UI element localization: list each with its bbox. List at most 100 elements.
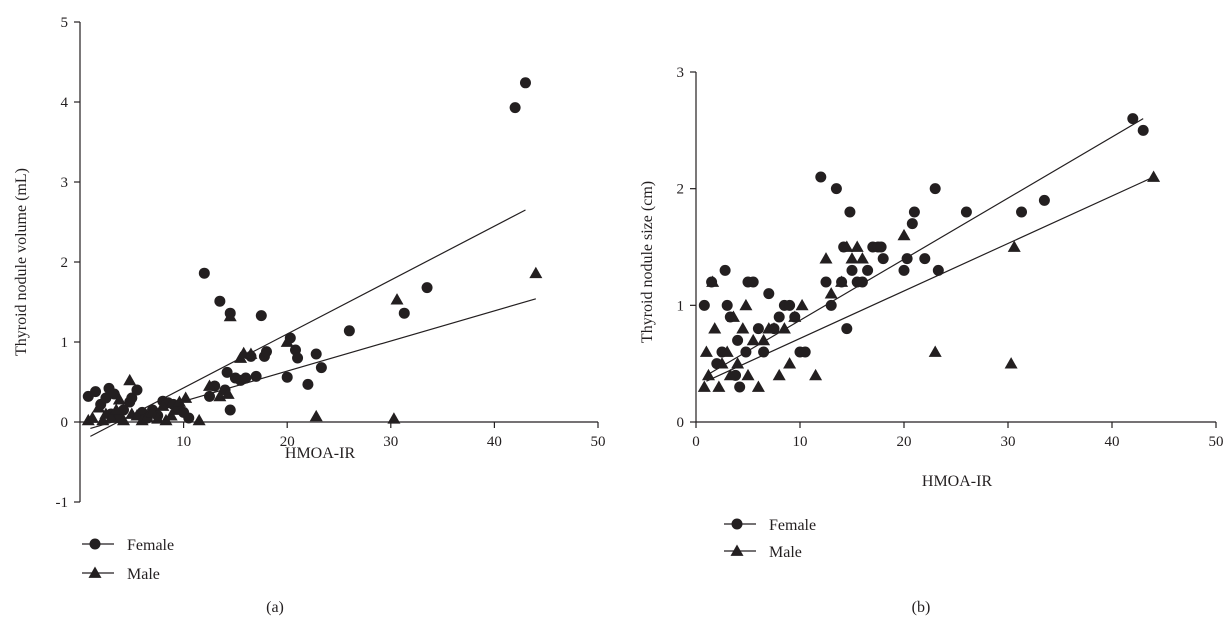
data-point-male <box>788 310 802 322</box>
data-point-female <box>877 253 889 265</box>
data-point-male <box>1004 357 1018 369</box>
data-point-male <box>777 322 791 334</box>
data-point-female <box>908 206 920 218</box>
data-point-female <box>198 267 210 279</box>
panel-a-label: (a) <box>266 599 284 616</box>
x-tick-label: 0 <box>692 434 700 450</box>
data-point-female <box>773 311 785 323</box>
data-point-male <box>726 310 740 322</box>
data-point-female <box>901 253 913 265</box>
data-point-male <box>928 345 942 357</box>
x-tick-label: 20 <box>280 434 295 450</box>
x-tick-label: 40 <box>487 434 502 450</box>
data-point-female <box>844 206 856 218</box>
data-point-male <box>699 345 713 357</box>
data-point-female <box>752 323 764 335</box>
legend-marker-female <box>89 538 101 550</box>
legend-marker-female <box>731 518 743 530</box>
panel-b-y-axis: 0 1 2 3 <box>677 65 697 431</box>
panel-a-y-axis: -1 0 1 2 3 4 5 <box>56 15 81 511</box>
panel-b-y-axis-title: Thyroid nodule size (cm) <box>639 181 656 343</box>
data-point-male <box>104 411 118 423</box>
data-point-male <box>192 413 206 426</box>
data-point-female <box>398 307 410 319</box>
data-point-female <box>281 371 293 383</box>
data-point-female <box>825 299 837 311</box>
data-point-male <box>757 333 771 346</box>
x-tick-label: 50 <box>1209 434 1224 450</box>
data-point-male <box>123 373 137 386</box>
data-point-male <box>751 380 765 392</box>
data-point-male <box>697 380 711 392</box>
x-tick-label: 30 <box>1001 434 1016 450</box>
data-point-male <box>840 240 854 252</box>
data-point-male <box>223 309 237 322</box>
legend-label-female: Female <box>127 537 174 554</box>
legend-marker-male <box>730 544 744 556</box>
data-point-male <box>715 357 729 369</box>
data-point-female <box>240 372 252 384</box>
data-point-female <box>740 346 752 358</box>
data-point-male <box>390 293 404 305</box>
data-point-male <box>309 409 323 422</box>
data-point-female <box>100 392 112 404</box>
data-point-male <box>772 368 786 381</box>
y-tick-label: 5 <box>61 15 69 31</box>
panel-a-legend: Female Male <box>82 537 174 583</box>
legend-label-female: Female <box>769 517 816 534</box>
data-point-male <box>783 357 797 369</box>
data-point-male <box>85 411 99 423</box>
panel-b-label: (b) <box>912 599 931 616</box>
y-tick-label: 3 <box>61 175 69 191</box>
x-tick-label: 10 <box>176 434 191 450</box>
data-point-female <box>315 362 327 374</box>
panel-a-data-points <box>81 77 543 426</box>
data-point-female <box>875 241 887 253</box>
data-point-male <box>92 401 106 413</box>
y-tick-label: 4 <box>61 95 69 111</box>
panel-b-x-axis-title: HMOA-IR <box>922 473 993 490</box>
data-point-male <box>221 387 235 399</box>
data-point-female <box>90 386 102 398</box>
data-point-female <box>519 77 531 89</box>
data-point-female <box>698 299 710 311</box>
data-point-male <box>156 399 170 411</box>
x-tick-label: 50 <box>591 434 606 450</box>
data-point-female <box>906 218 918 230</box>
data-point-male <box>897 228 911 241</box>
data-point-male <box>151 412 165 424</box>
data-point-female <box>1127 113 1139 125</box>
data-point-female <box>856 276 868 288</box>
data-point-female <box>421 282 433 294</box>
panel-b-legend: Female Male <box>724 517 816 561</box>
data-point-male <box>244 347 258 359</box>
data-point-female <box>302 378 314 390</box>
data-point-male <box>712 380 726 392</box>
y-tick-label: 0 <box>61 415 69 431</box>
panel-b-fit-lines <box>706 118 1154 382</box>
data-point-male <box>387 412 401 424</box>
data-point-female <box>830 183 842 195</box>
x-tick-label: 30 <box>383 434 398 450</box>
x-tick-label: 40 <box>1105 434 1120 450</box>
data-point-female <box>260 346 272 358</box>
data-point-male <box>117 413 131 426</box>
data-point-male <box>746 333 760 346</box>
data-point-male <box>835 275 849 287</box>
fit-line-female <box>90 209 526 437</box>
data-point-male <box>723 368 737 381</box>
data-point-female <box>183 412 195 424</box>
data-point-male <box>850 240 864 252</box>
data-point-male <box>146 405 160 418</box>
data-point-male <box>767 322 781 334</box>
data-point-female <box>758 346 770 358</box>
y-tick-label: 2 <box>61 255 69 271</box>
data-point-male <box>1007 240 1021 252</box>
data-point-female <box>214 295 226 307</box>
data-point-female <box>131 384 143 396</box>
data-point-male <box>795 298 809 311</box>
data-point-female <box>747 276 759 288</box>
panel-a-chart: -1 0 1 2 3 4 5 10 20 30 40 50 HMOA-IR Thyroid nodu… <box>13 15 606 616</box>
data-point-female <box>250 370 262 382</box>
